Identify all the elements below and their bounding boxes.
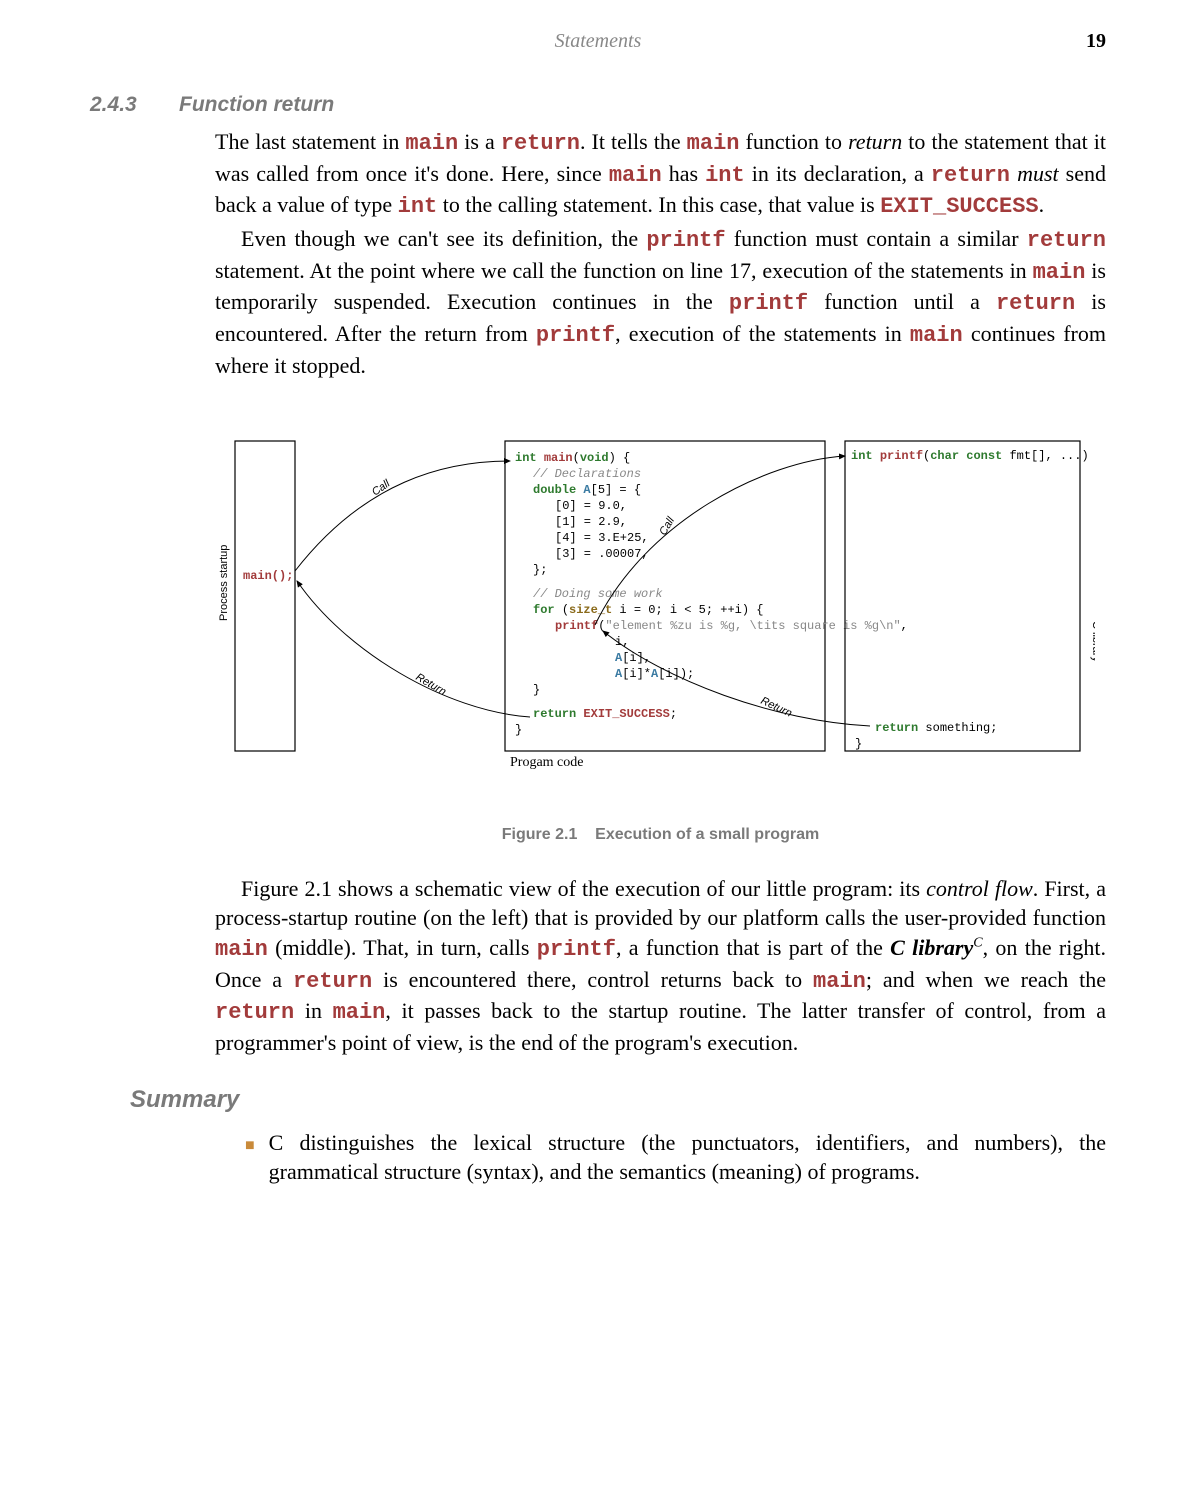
code-int: int xyxy=(398,194,438,219)
text: is encountered there, control returns ba… xyxy=(372,967,813,992)
return-arrow-left xyxy=(297,581,530,717)
svg-text:}: } xyxy=(533,683,540,697)
em-must: must xyxy=(1017,161,1059,186)
code-printf: printf xyxy=(646,228,725,253)
code-main: main xyxy=(687,131,740,156)
text: Even though we can't see its definition,… xyxy=(241,226,646,251)
code-main: main xyxy=(215,937,268,962)
section-heading: 2.4.3 Function return xyxy=(90,93,1106,117)
bold-c-library: C library xyxy=(890,935,973,960)
code-main: main xyxy=(405,131,458,156)
text: to the calling statement. In this case, … xyxy=(437,192,880,217)
svg-text:[1] = 2.9,: [1] = 2.9, xyxy=(555,515,627,529)
figure-2-1: Process startup main(); Progam code int … xyxy=(215,421,1106,786)
code-int: int xyxy=(705,163,745,188)
text: . xyxy=(1039,192,1045,217)
svg-text:A[i],: A[i], xyxy=(615,651,651,665)
figure-caption-text: Execution of a small program xyxy=(595,826,819,843)
svg-text:};: }; xyxy=(533,563,547,577)
text xyxy=(1010,161,1017,186)
c-library-box xyxy=(845,441,1080,751)
running-title: Statements xyxy=(555,30,642,52)
code-main: main xyxy=(333,1000,386,1025)
code-listing: int main(void) { // Declarations double … xyxy=(515,451,908,737)
text: function must contain a similar xyxy=(726,226,1027,251)
program-code-label: Progam code xyxy=(510,755,583,770)
svg-text:[0] = 9.0,: [0] = 9.0, xyxy=(555,499,627,513)
printf-return: return something; xyxy=(875,721,997,735)
call-label-1: Call xyxy=(370,477,393,498)
text: , execution of the statements in xyxy=(615,321,910,346)
summary-list: ■ C distinguishes the lexical structure … xyxy=(245,1128,1106,1187)
text: (middle). That, in turn, calls xyxy=(268,935,537,960)
return-label-2: Return xyxy=(759,694,794,719)
text: ; and when we reach the xyxy=(866,967,1106,992)
svg-text:double A[5] = {: double A[5] = { xyxy=(533,483,641,497)
call-label-2: Call xyxy=(657,514,677,537)
summary-heading: Summary xyxy=(130,1086,1106,1114)
svg-text:[3] = .00007,: [3] = .00007, xyxy=(555,547,649,561)
code-printf: printf xyxy=(729,291,808,316)
process-startup-label: Process startup xyxy=(218,544,230,620)
text: Figure 2.1 shows a schematic view of the… xyxy=(241,876,926,901)
code-return: return xyxy=(996,291,1075,316)
code-printf: printf xyxy=(536,323,615,348)
printf-close-brace: } xyxy=(855,737,862,751)
figure-number: Figure 2.1 xyxy=(502,826,578,843)
call-arrow-left xyxy=(295,461,510,571)
text: in xyxy=(294,998,332,1023)
figure-svg: Process startup main(); Progam code int … xyxy=(215,421,1095,781)
printf-signature: int printf(char const fmt[], ...) xyxy=(851,449,1089,463)
text: function until a xyxy=(808,289,996,314)
paragraph-3: Figure 2.1 shows a schematic view of the… xyxy=(215,874,1106,1058)
svg-text:printf("element %zu is %g, \ti: printf("element %zu is %g, \tits square … xyxy=(555,619,908,633)
code-exit-success: EXIT_SUCCESS xyxy=(880,194,1038,219)
section-number: 2.4.3 xyxy=(90,93,175,117)
page-number: 19 xyxy=(1086,30,1106,53)
text: , a function that is part of the xyxy=(616,935,890,960)
code-return: return xyxy=(501,131,580,156)
code-return: return xyxy=(1027,228,1106,253)
code-return: return xyxy=(215,1000,294,1025)
code-return: return xyxy=(293,969,372,994)
code-main: main xyxy=(1033,260,1086,285)
superscript-c: C xyxy=(973,936,982,951)
section-title: Function return xyxy=(179,93,334,116)
code-main: main xyxy=(609,163,662,188)
svg-text:// Doing some work: // Doing some work xyxy=(533,587,663,601)
code-return: return xyxy=(931,163,1010,188)
text: The last statement in xyxy=(215,129,405,154)
text: . It tells the xyxy=(580,129,687,154)
return-label-1: Return xyxy=(414,671,449,698)
text: function to xyxy=(739,129,848,154)
text: is a xyxy=(458,129,501,154)
code-main: main xyxy=(910,323,963,348)
paragraph-1: The last statement in main is a return. … xyxy=(215,127,1106,381)
em-control-flow: control flow xyxy=(926,876,1033,901)
svg-text:// Declarations: // Declarations xyxy=(533,467,641,481)
svg-text:return EXIT_SUCCESS;: return EXIT_SUCCESS; xyxy=(533,707,677,721)
list-item: ■ C distinguishes the lexical structure … xyxy=(245,1128,1106,1187)
svg-text:int main(void) {: int main(void) { xyxy=(515,451,630,465)
svg-text:}: } xyxy=(515,723,522,737)
bullet-icon: ■ xyxy=(245,1135,255,1157)
page: Statements 19 2.4.3 Function return The … xyxy=(0,0,1196,1500)
running-head: Statements 19 xyxy=(90,30,1106,53)
em-return: return xyxy=(848,129,902,154)
figure-caption: Figure 2.1 Execution of a small program xyxy=(215,826,1106,844)
svg-text:[4] = 3.E+25,: [4] = 3.E+25, xyxy=(555,531,649,545)
text: has xyxy=(662,161,705,186)
code-printf: printf xyxy=(537,937,616,962)
svg-text:for (size_t i = 0; i < 5; ++i): for (size_t i = 0; i < 5; ++i) { xyxy=(533,603,763,617)
process-startup-box xyxy=(235,441,295,751)
bullet-text: C distinguishes the lexical structure (t… xyxy=(269,1128,1106,1187)
text: in its declaration, a xyxy=(745,161,931,186)
text: statement. At the point where we call th… xyxy=(215,258,1033,283)
c-library-label: C library xyxy=(1090,621,1095,662)
code-main: main xyxy=(813,969,866,994)
main-call: main(); xyxy=(243,569,293,583)
